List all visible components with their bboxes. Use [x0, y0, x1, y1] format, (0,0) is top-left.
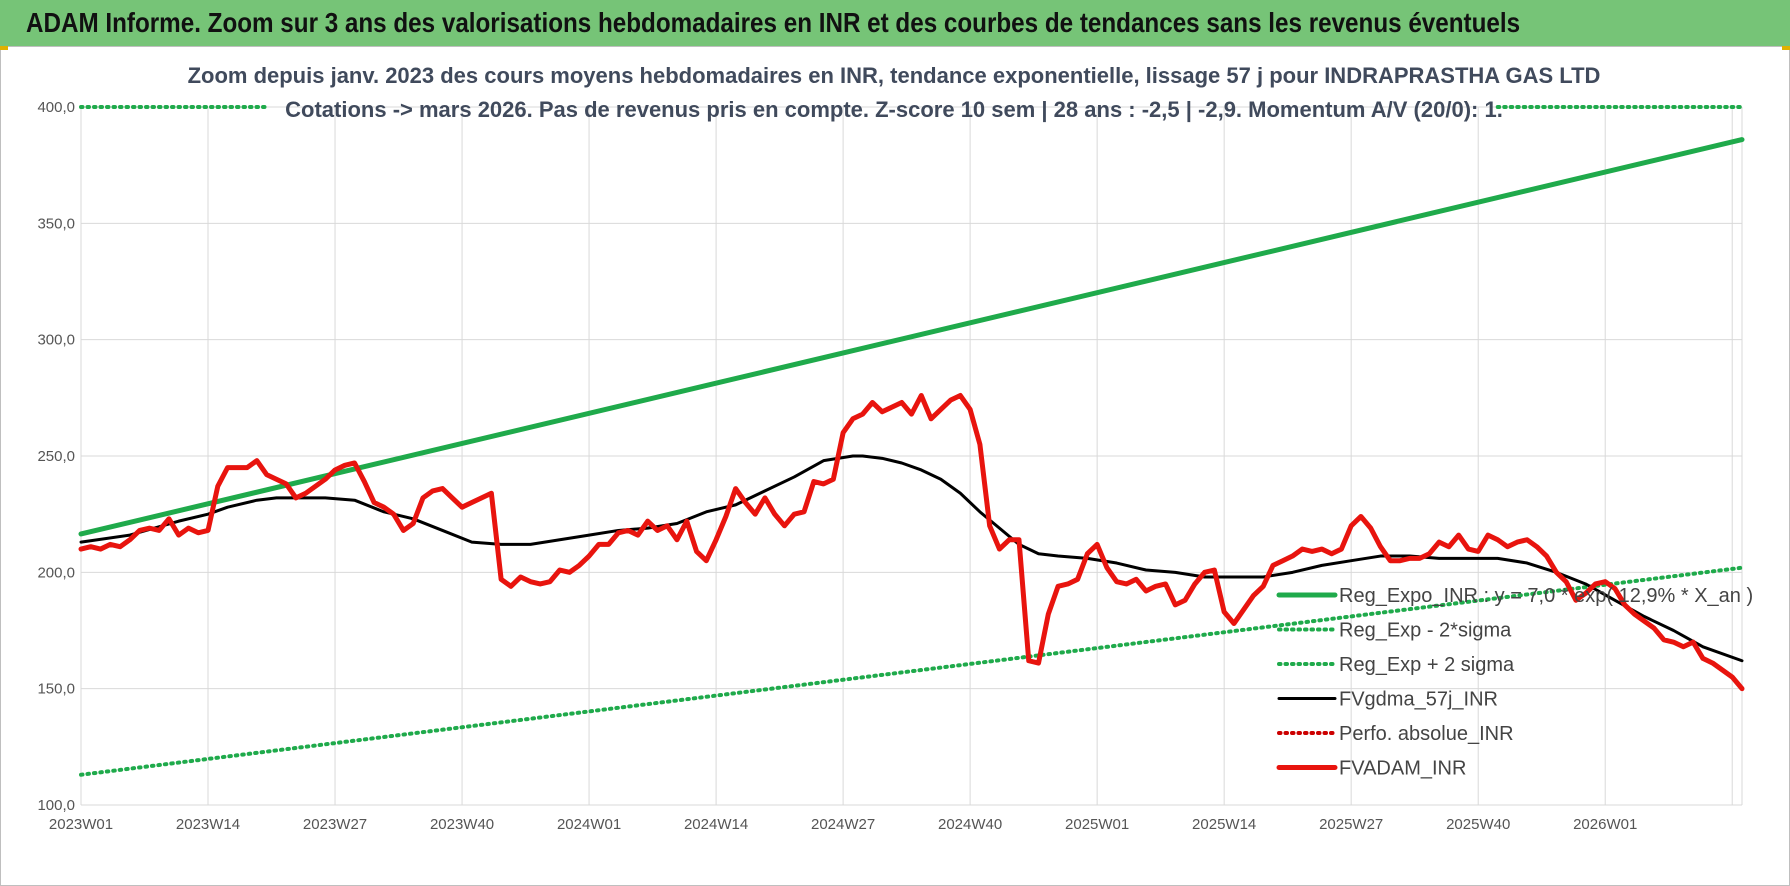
x-tick-label: 2023W01	[49, 816, 113, 833]
y-tick-label: 350,0	[37, 215, 75, 232]
series-line-3	[79, 454, 1744, 663]
legend-label: Reg_Exp + 2 sigma	[1339, 654, 1515, 676]
y-tick-label: 100,0	[37, 797, 75, 814]
y-tick-label: 200,0	[37, 564, 75, 581]
y-axis-ticks: 100,0 150,0 200,0 250,0 300,0 350,0 400,0	[37, 99, 75, 814]
series-line-1	[79, 565, 1744, 777]
x-tick-label: 2023W40	[430, 816, 494, 833]
chart-subtitle-line-2: Cotations -> mars 2026. Pas de revenus p…	[285, 97, 1503, 122]
chart-area: 100,0 150,0 200,0 250,0 300,0 350,0 400,0 2023…	[0, 46, 1790, 886]
chart-series-lines	[78, 105, 1745, 777]
x-tick-label: 2024W27	[811, 816, 875, 833]
x-tick-label: 2023W14	[176, 816, 240, 833]
x-tick-label: 2025W14	[1192, 816, 1256, 833]
x-tick-label: 2024W40	[938, 816, 1002, 833]
legend-label: Reg_Expo_INR : y = 7,0 * exp( 12,9% * X_…	[1339, 585, 1753, 607]
y-tick-label: 400,0	[37, 99, 75, 116]
x-tick-label: 2026W01	[1573, 816, 1637, 833]
report-title: ADAM Informe. Zoom sur 3 ans des valoris…	[26, 7, 1521, 38]
y-tick-label: 250,0	[37, 448, 75, 465]
y-tick-label: 300,0	[37, 332, 75, 349]
legend-label: FVgdma_57j_INR	[1339, 689, 1498, 711]
x-tick-label: 2025W27	[1319, 816, 1383, 833]
legend-label: Reg_Exp - 2*sigma	[1339, 620, 1512, 642]
series-line-5	[78, 393, 1745, 692]
x-tick-label: 2024W14	[684, 816, 748, 833]
x-tick-label: 2023W27	[303, 816, 367, 833]
chart-subtitle-line-1: Zoom depuis janv. 2023 des cours moyens …	[188, 63, 1601, 88]
x-tick-label: 2025W01	[1065, 816, 1129, 833]
legend-label: FVADAM_INR	[1339, 758, 1466, 780]
y-tick-label: 150,0	[37, 681, 75, 698]
report-header-banner: ADAM Informe. Zoom sur 3 ans des valoris…	[0, 0, 1790, 47]
chart-legend: Reg_Expo_INR : y = 7,0 * exp( 12,9% * X_…	[1276, 585, 1753, 780]
legend-label: Perfo. absolue_INR	[1339, 723, 1514, 745]
x-axis-ticks: 2023W01 2023W14 2023W27 2023W40 2024W01 2024W…	[49, 816, 1637, 833]
x-tick-label: 2024W01	[557, 816, 621, 833]
corner-mark	[0, 46, 8, 50]
line-chart: 100,0 150,0 200,0 250,0 300,0 350,0 400,0 2023…	[37, 63, 1753, 833]
x-tick-label: 2025W40	[1446, 816, 1510, 833]
corner-mark	[1782, 46, 1790, 50]
